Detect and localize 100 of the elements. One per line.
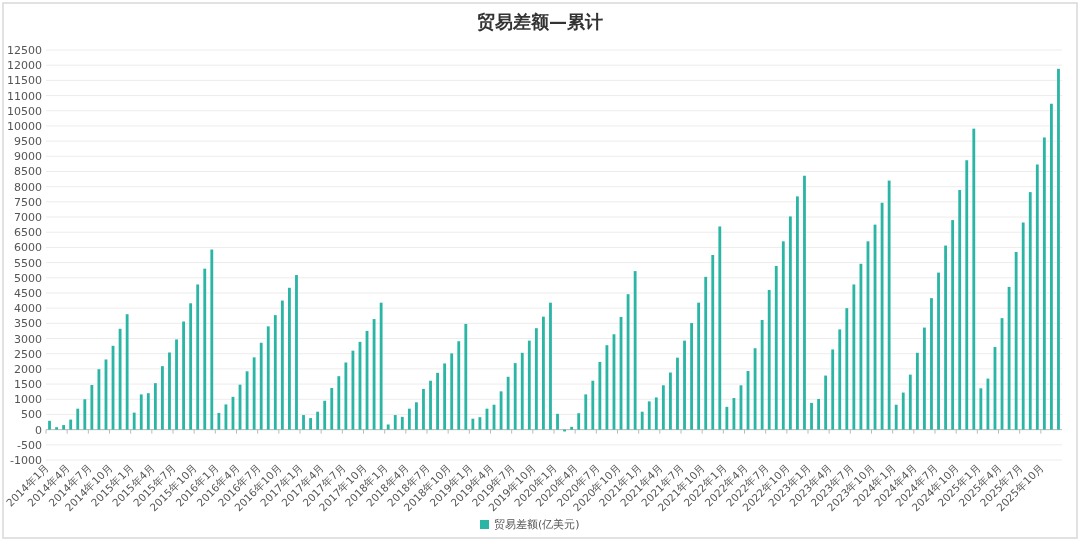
y-tick-label: 7000 — [14, 211, 42, 225]
bar — [132, 412, 136, 430]
bar — [457, 341, 461, 430]
y-tick-label: 6000 — [14, 241, 42, 255]
bar — [527, 340, 531, 430]
bar — [824, 375, 828, 430]
bar — [415, 402, 418, 430]
y-tick-label: 2500 — [14, 347, 42, 361]
bar — [280, 300, 284, 430]
bar — [203, 268, 207, 430]
y-tick-label: 12500 — [7, 44, 42, 57]
bar — [781, 241, 785, 430]
bar — [400, 416, 404, 430]
y-tick-label: -500 — [17, 438, 42, 452]
bar — [153, 383, 157, 430]
bar — [887, 180, 891, 430]
bar — [838, 329, 842, 430]
bar — [513, 363, 517, 430]
bar — [598, 361, 602, 430]
bar — [189, 303, 193, 430]
bar — [252, 357, 256, 430]
bar — [125, 314, 129, 430]
bar — [1028, 192, 1032, 430]
bar — [288, 287, 291, 430]
bar — [443, 363, 447, 430]
bar — [161, 366, 164, 430]
bar — [683, 340, 686, 430]
y-tick-label: 2000 — [14, 362, 42, 376]
bar — [139, 394, 143, 430]
bar — [810, 402, 813, 430]
bar — [788, 216, 792, 430]
bar — [534, 328, 538, 430]
bar — [55, 427, 58, 430]
bar — [429, 380, 432, 430]
bar — [640, 411, 644, 430]
bar — [915, 352, 919, 430]
bar — [48, 420, 51, 430]
bar — [845, 308, 849, 430]
bar — [937, 272, 940, 430]
bar — [450, 353, 454, 430]
bar — [393, 415, 397, 430]
bar — [422, 388, 425, 430]
bar — [1042, 137, 1046, 430]
y-tick-label: 4500 — [14, 286, 42, 300]
bar — [273, 315, 277, 430]
bar — [196, 284, 200, 430]
bar — [718, 226, 722, 430]
y-tick-label: 4000 — [14, 302, 42, 316]
bar — [894, 404, 898, 430]
bar — [316, 411, 320, 430]
bar — [803, 175, 806, 430]
bar — [633, 271, 637, 430]
legend-label: 贸易差额(亿美元) — [494, 518, 580, 531]
y-tick-label: 5500 — [14, 256, 42, 270]
bar — [831, 349, 835, 430]
bar — [704, 276, 708, 430]
bar — [436, 372, 439, 430]
bar — [295, 275, 298, 430]
bar — [1035, 164, 1039, 430]
bar — [958, 190, 962, 430]
bar — [711, 255, 715, 430]
y-tick-label: 5000 — [14, 271, 42, 285]
bar — [697, 302, 701, 430]
y-tick-label: 3500 — [14, 317, 42, 331]
y-tick-label: 11500 — [7, 74, 42, 88]
y-tick-label: 1000 — [14, 393, 42, 407]
bar — [725, 406, 729, 430]
y-tick-label: 10000 — [7, 119, 42, 133]
bar — [520, 352, 524, 430]
bar — [556, 413, 559, 430]
bar — [901, 392, 905, 430]
bar — [1021, 222, 1025, 430]
bar — [175, 339, 178, 430]
bar — [330, 388, 334, 430]
bar — [972, 128, 976, 430]
bar — [471, 418, 475, 430]
bar — [83, 399, 87, 430]
bar — [760, 319, 764, 430]
y-tick-label: 9500 — [14, 135, 42, 149]
bar — [654, 397, 658, 430]
bar — [337, 376, 341, 430]
bar — [542, 316, 545, 430]
bar — [549, 302, 552, 430]
bar — [979, 388, 983, 430]
y-tick-label: 8500 — [14, 165, 42, 179]
bar — [168, 352, 171, 430]
bar — [302, 415, 305, 430]
bar — [407, 408, 411, 430]
bar — [217, 412, 221, 430]
y-tick-label: 6500 — [14, 226, 42, 240]
chart-title: 贸易差额—累计 — [477, 11, 603, 32]
bar — [908, 374, 912, 430]
bar — [259, 342, 263, 430]
bar — [210, 249, 214, 430]
bar — [76, 408, 80, 430]
bar — [1057, 68, 1060, 430]
bar — [774, 265, 778, 430]
bar — [379, 302, 383, 430]
bar — [647, 401, 651, 430]
bar — [386, 424, 390, 430]
